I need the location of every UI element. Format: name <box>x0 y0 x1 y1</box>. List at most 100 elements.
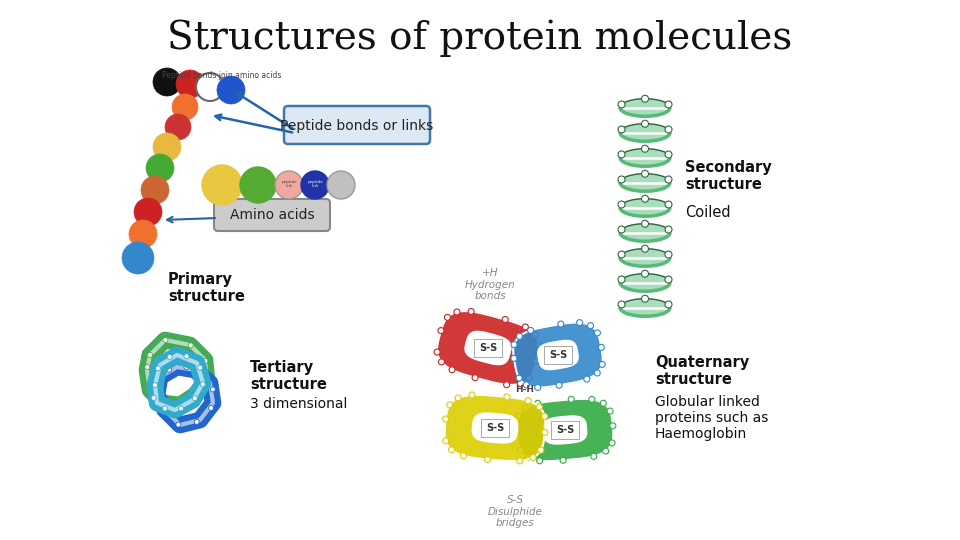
Circle shape <box>156 366 160 371</box>
Circle shape <box>461 453 467 458</box>
Circle shape <box>275 171 303 199</box>
Circle shape <box>217 76 245 104</box>
Text: Amino acids: Amino acids <box>229 208 314 222</box>
Circle shape <box>641 170 649 177</box>
Circle shape <box>641 195 649 202</box>
Circle shape <box>153 382 157 388</box>
Circle shape <box>538 447 544 453</box>
Circle shape <box>202 165 242 205</box>
Circle shape <box>590 453 597 460</box>
Circle shape <box>618 151 625 158</box>
Text: S-S: S-S <box>486 423 504 433</box>
Circle shape <box>504 382 510 388</box>
Circle shape <box>134 198 162 226</box>
Circle shape <box>618 126 625 133</box>
Circle shape <box>204 379 209 384</box>
Circle shape <box>524 454 531 460</box>
Circle shape <box>158 400 163 404</box>
Circle shape <box>665 276 672 283</box>
Circle shape <box>485 456 491 462</box>
Circle shape <box>191 394 196 399</box>
Ellipse shape <box>620 249 670 266</box>
Circle shape <box>526 375 532 381</box>
Circle shape <box>588 396 595 402</box>
Circle shape <box>599 361 605 367</box>
FancyBboxPatch shape <box>481 419 509 437</box>
Circle shape <box>434 349 440 355</box>
Circle shape <box>665 201 672 208</box>
Circle shape <box>122 242 154 274</box>
Text: S-S
Disulphide
bridges: S-S Disulphide bridges <box>488 495 542 528</box>
Circle shape <box>594 370 600 376</box>
Circle shape <box>641 95 649 102</box>
Circle shape <box>188 343 193 348</box>
Circle shape <box>472 375 478 381</box>
Circle shape <box>537 458 542 464</box>
Circle shape <box>532 332 539 338</box>
Polygon shape <box>514 322 603 388</box>
Circle shape <box>208 406 213 410</box>
Circle shape <box>522 406 528 411</box>
Text: Peptide bonds or links: Peptide bonds or links <box>280 119 434 133</box>
Circle shape <box>443 416 448 422</box>
Circle shape <box>443 438 448 444</box>
Polygon shape <box>538 340 578 369</box>
Circle shape <box>455 395 461 401</box>
Circle shape <box>665 126 672 133</box>
Circle shape <box>438 328 444 334</box>
Circle shape <box>148 353 153 357</box>
Circle shape <box>609 440 615 446</box>
Circle shape <box>152 395 156 400</box>
Text: Tertiary
structure: Tertiary structure <box>250 360 326 393</box>
FancyBboxPatch shape <box>474 339 502 357</box>
Text: peptide
link: peptide link <box>307 180 323 188</box>
Circle shape <box>535 384 540 390</box>
Text: Secondary
structure: Secondary structure <box>685 160 772 192</box>
Circle shape <box>439 359 444 365</box>
Circle shape <box>525 398 531 404</box>
Text: Structures of protein molecules: Structures of protein molecules <box>167 19 793 57</box>
Polygon shape <box>543 416 587 444</box>
FancyBboxPatch shape <box>284 106 430 144</box>
Text: +H
Hydrogen
bonds: +H Hydrogen bonds <box>465 268 516 301</box>
Ellipse shape <box>620 199 670 216</box>
Circle shape <box>176 403 180 408</box>
Circle shape <box>167 367 172 372</box>
Circle shape <box>600 400 607 406</box>
Polygon shape <box>472 413 517 443</box>
Circle shape <box>618 176 625 183</box>
Circle shape <box>618 301 625 308</box>
Circle shape <box>641 145 649 152</box>
Circle shape <box>516 333 522 339</box>
Ellipse shape <box>620 274 670 291</box>
Text: Quaternary
structure: Quaternary structure <box>655 355 749 387</box>
Circle shape <box>618 101 625 108</box>
FancyBboxPatch shape <box>214 199 330 231</box>
Circle shape <box>517 381 523 387</box>
Circle shape <box>516 375 522 381</box>
Circle shape <box>536 342 542 348</box>
Text: Primary
structure: Primary structure <box>168 272 245 305</box>
Circle shape <box>468 308 474 314</box>
Circle shape <box>641 295 649 302</box>
Circle shape <box>129 220 157 248</box>
Text: Globular linked
proteins such as
Haemoglobin: Globular linked proteins such as Haemogl… <box>655 395 768 441</box>
Ellipse shape <box>620 148 670 166</box>
Circle shape <box>641 245 649 252</box>
Polygon shape <box>465 332 511 364</box>
Circle shape <box>523 382 529 388</box>
Circle shape <box>665 101 672 108</box>
Circle shape <box>594 330 600 336</box>
Circle shape <box>577 320 583 326</box>
Circle shape <box>145 364 150 369</box>
Circle shape <box>448 447 455 453</box>
Circle shape <box>607 408 613 414</box>
Circle shape <box>162 408 167 413</box>
Circle shape <box>641 120 649 127</box>
Circle shape <box>504 394 510 400</box>
Circle shape <box>444 314 450 320</box>
Circle shape <box>210 387 215 392</box>
Circle shape <box>511 355 516 361</box>
Circle shape <box>141 176 169 204</box>
Circle shape <box>568 396 574 402</box>
